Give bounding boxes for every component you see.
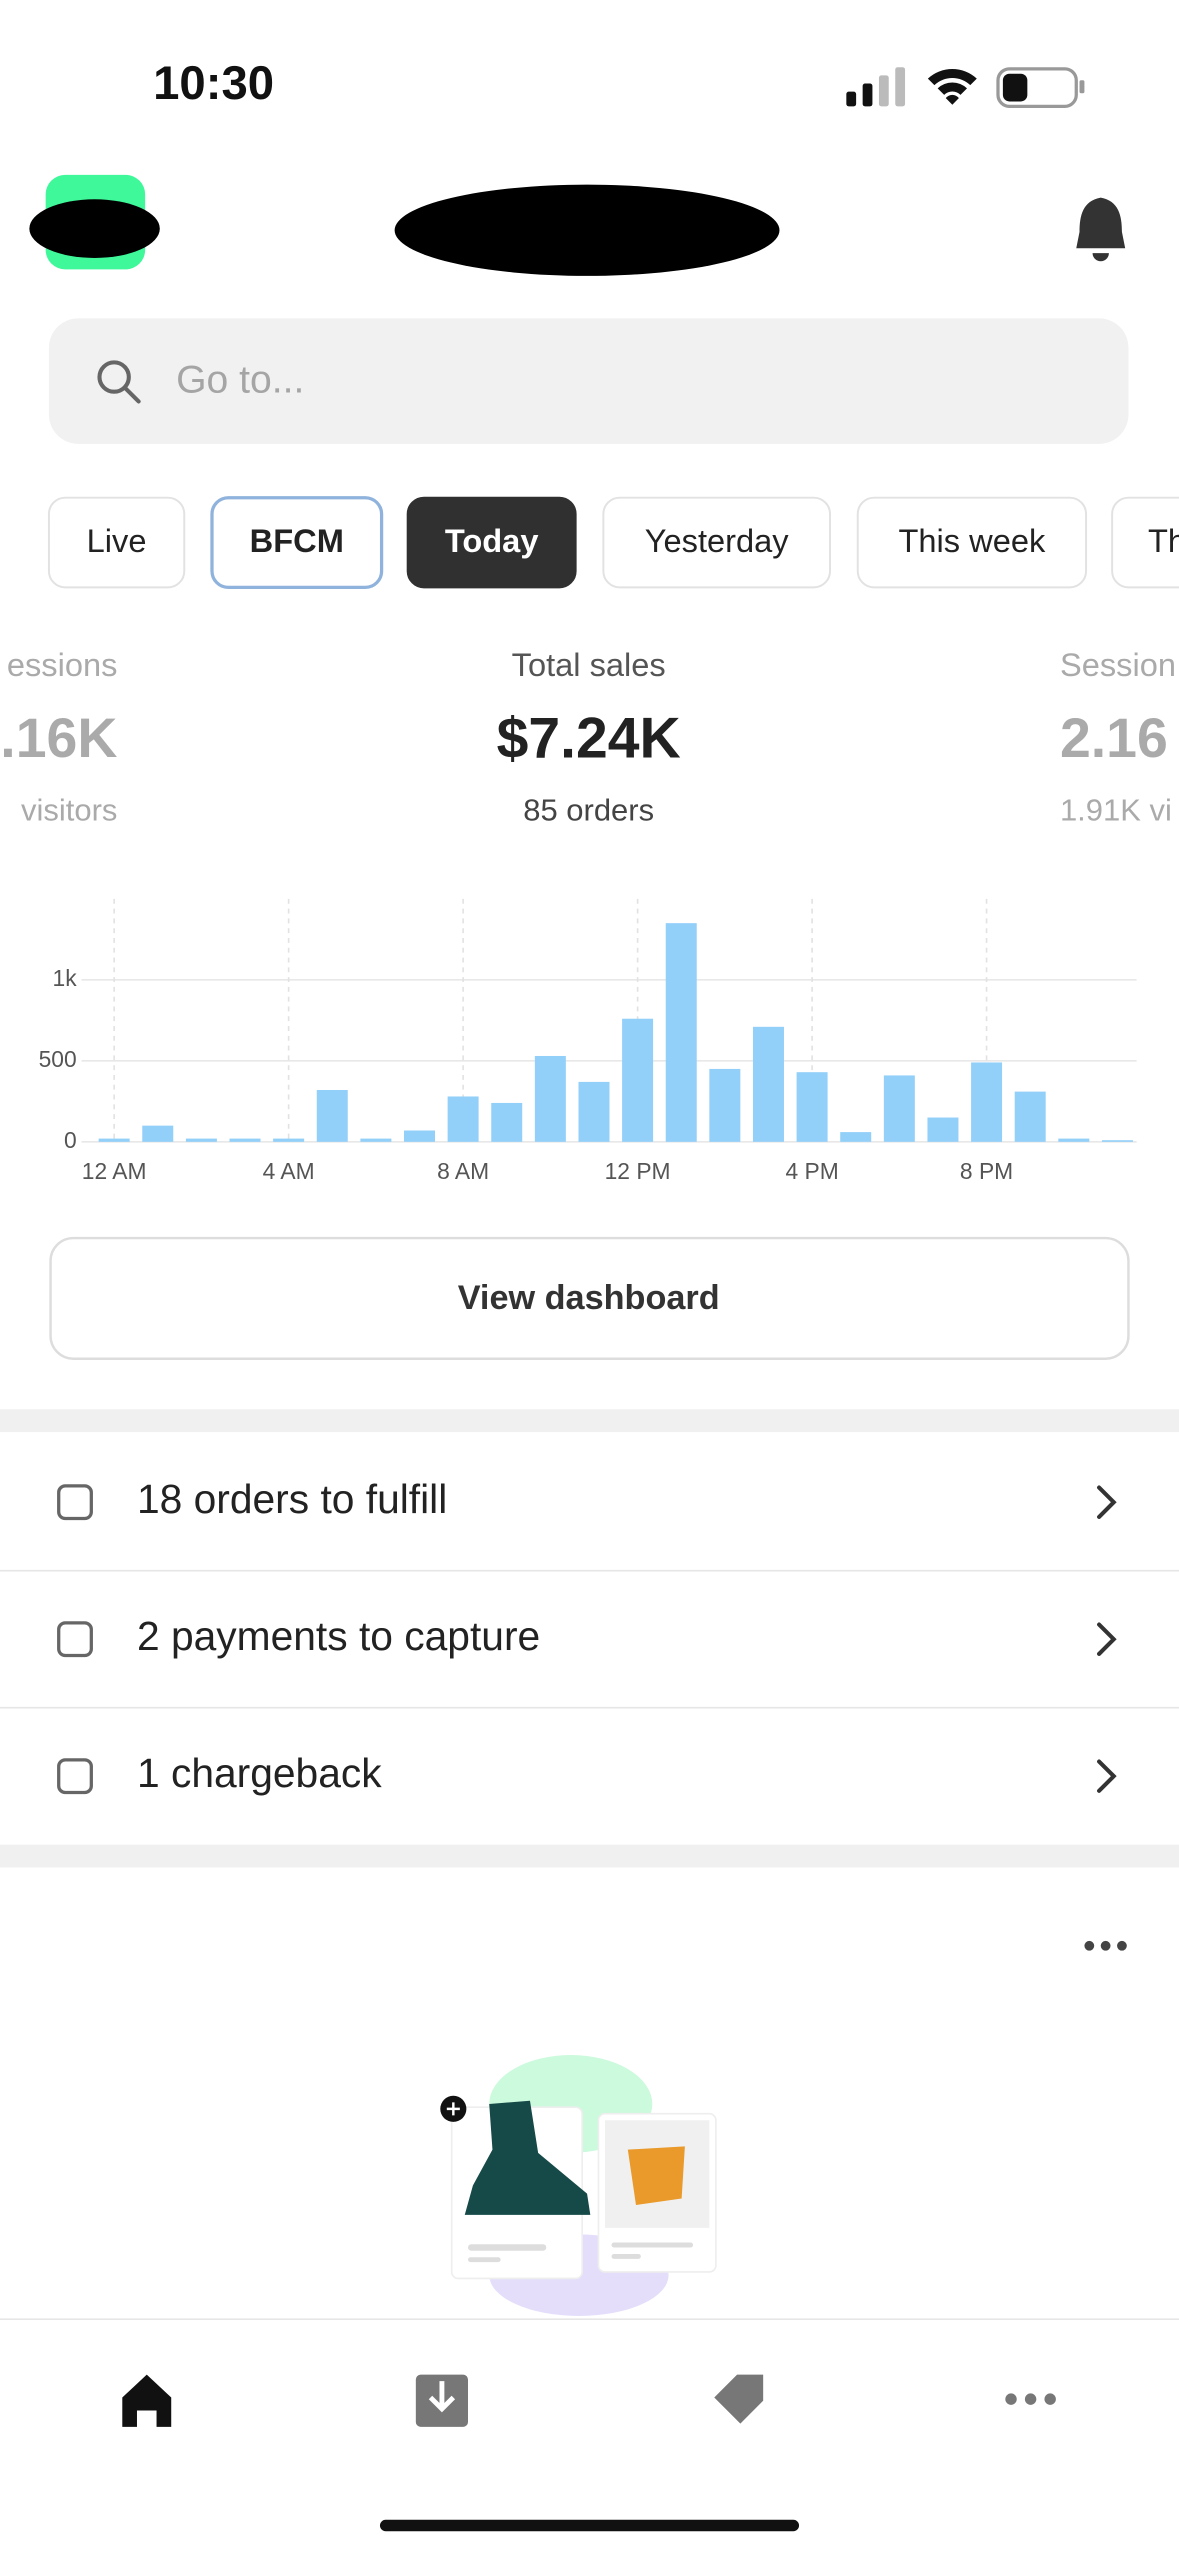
metric-sub: 85 orders	[523, 793, 654, 828]
task-icon	[57, 1758, 93, 1795]
tab-label: This week	[899, 522, 1046, 559]
nav-home[interactable]	[122, 2374, 172, 2427]
tab-label: Yesterday	[645, 522, 790, 559]
bar	[622, 1018, 654, 1142]
chevron	[1097, 1622, 1117, 1656]
bar	[840, 1132, 872, 1142]
more-menu[interactable]	[1084, 1940, 1127, 1951]
tab[interactable]	[1111, 496, 1179, 589]
bar	[927, 1117, 959, 1142]
metric-value: $7.24K	[497, 706, 681, 770]
tab-label: Th	[1148, 522, 1179, 559]
bar	[796, 1072, 828, 1142]
task-label: 1 chargeback	[137, 1750, 382, 1796]
bar	[404, 1130, 435, 1142]
bar	[578, 1081, 610, 1142]
promo-illustration	[440, 2055, 717, 2316]
dashboard-button-label: View dashboard	[458, 1279, 720, 1317]
task-row[interactable]	[0, 1709, 1179, 1844]
search-icon	[97, 360, 131, 394]
x-tick-label: 8 PM	[960, 1158, 1013, 1184]
tab-bar: Live BFCM Today Yesterday This week Th	[47, 496, 1179, 590]
tab-label: Live	[87, 522, 147, 559]
status-time: 10:30	[153, 57, 274, 110]
task-list: 18 orders to fulfill 2 payments to captur…	[0, 1435, 1179, 1844]
bar	[752, 1026, 784, 1142]
status-icons	[846, 67, 1085, 108]
redaction	[29, 199, 160, 258]
search-icon	[123, 386, 141, 404]
nav-products[interactable]	[714, 2374, 764, 2424]
bar	[883, 1075, 915, 1142]
bar	[971, 1062, 1003, 1142]
tab[interactable]	[406, 496, 577, 589]
metric-value: .16K	[0, 707, 117, 769]
tab-label: BFCM	[250, 522, 344, 559]
chevron	[1097, 1485, 1117, 1519]
x-tick-label: 8 AM	[437, 1158, 489, 1184]
task-icon	[57, 1484, 93, 1521]
task-icon	[57, 1621, 93, 1658]
x-tick-label: 12 PM	[605, 1158, 671, 1184]
bar	[229, 1138, 261, 1142]
bar	[1101, 1140, 1133, 1142]
bar	[709, 1068, 741, 1142]
metric-sub: visitors	[21, 793, 117, 828]
bar	[360, 1138, 392, 1142]
tab[interactable]	[602, 496, 832, 589]
nav-more[interactable]	[1005, 2393, 1056, 2405]
metric-sub: 1.91K vi	[1060, 793, 1172, 828]
x-tick-label: 4 PM	[785, 1158, 838, 1184]
metric-label: Session	[1060, 646, 1176, 683]
y-tick-label: 0	[64, 1127, 77, 1153]
bar	[534, 1055, 566, 1142]
bar	[273, 1138, 305, 1142]
bar	[665, 923, 697, 1142]
x-tick-label: 12 AM	[82, 1158, 147, 1184]
notifications-icon[interactable]	[1076, 197, 1126, 262]
y-tick-label: 1k	[53, 965, 78, 991]
metric-value: 2.16	[1060, 707, 1168, 769]
tab[interactable]	[210, 496, 384, 590]
tab[interactable]	[47, 496, 186, 589]
chevron	[1097, 1759, 1117, 1793]
tab-label: Today	[445, 522, 539, 559]
bar	[185, 1138, 217, 1142]
home-indicator	[379, 2519, 800, 2532]
bar	[1058, 1138, 1090, 1142]
metric-label: Total sales	[512, 646, 666, 683]
bar	[142, 1125, 174, 1142]
tab[interactable]	[856, 496, 1088, 589]
dashboard-button[interactable]	[49, 1236, 1130, 1360]
search-bar[interactable]	[48, 318, 1129, 444]
bar	[98, 1138, 130, 1142]
search-placeholder: Go to...	[176, 358, 304, 401]
x-tick-label: 4 AM	[263, 1158, 315, 1184]
divider	[0, 1409, 1179, 1433]
redaction	[394, 184, 780, 276]
bar	[1014, 1091, 1046, 1142]
bar	[316, 1090, 348, 1142]
y-tick-label: 500	[39, 1046, 77, 1072]
bar	[447, 1096, 479, 1142]
task-row[interactable]	[0, 1435, 1179, 1570]
metric-label: essions	[7, 646, 118, 683]
task-label: 18 orders to fulfill	[137, 1476, 447, 1522]
divider	[0, 1844, 1179, 1868]
bar	[491, 1102, 523, 1142]
task-row[interactable]	[0, 1572, 1179, 1707]
sales-chart: 0 500 1k 12 AM 4 AM 8 AM 12 PM 4 PM 8 PM	[39, 898, 1137, 1184]
task-label: 2 payments to capture	[137, 1613, 540, 1659]
nav-orders[interactable]	[415, 2374, 469, 2427]
